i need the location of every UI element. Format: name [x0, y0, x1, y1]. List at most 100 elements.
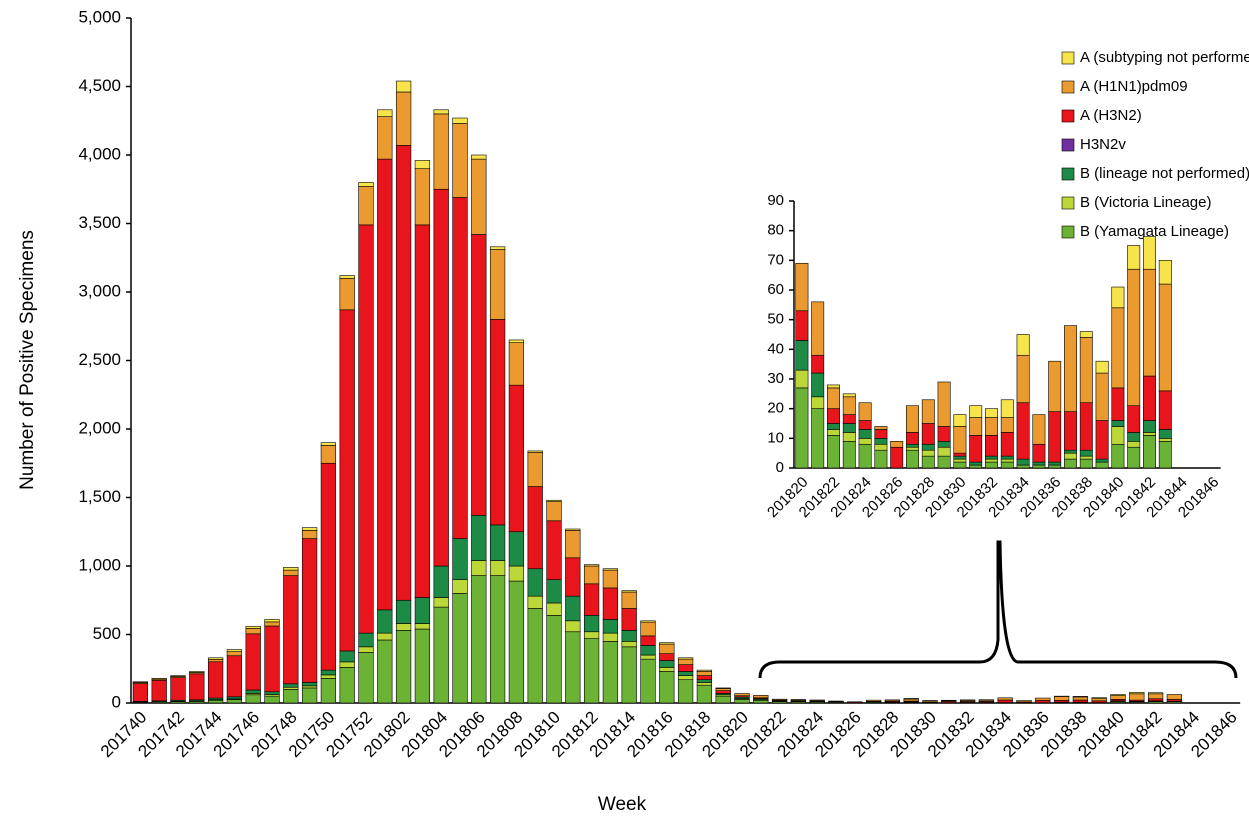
bar-segment: [565, 595, 581, 622]
bar-segment: [874, 443, 888, 451]
bar-segment: [339, 650, 355, 663]
bar-segment: [527, 451, 543, 487]
bar-segment: [1016, 458, 1030, 466]
bar-segment: [226, 649, 243, 652]
bar-segment: [471, 560, 487, 576]
bar-segment: [842, 440, 856, 469]
bar-segment: [546, 602, 562, 616]
bar-segment: [921, 455, 935, 469]
y-tick-label: 40: [767, 340, 784, 357]
bar-segment: [358, 182, 374, 187]
bar-segment: [377, 109, 393, 117]
bar-segment: [395, 599, 412, 624]
bar-segment: [602, 632, 619, 642]
bar-segment: [339, 277, 355, 311]
bar-segment: [1127, 440, 1141, 448]
bar-segment: [546, 579, 562, 604]
bar-segment: [602, 569, 619, 589]
bar-segment: [827, 387, 840, 409]
bar-segment: [715, 687, 731, 689]
bar-segment: [508, 580, 525, 704]
bar-segment: [1127, 268, 1141, 406]
bar-segment: [1095, 372, 1109, 421]
bar-segment: [621, 646, 637, 704]
bar-segment: [283, 688, 299, 704]
bar-segment: [985, 435, 998, 457]
legend-label: A (subtyping not performed): [1080, 49, 1249, 66]
bar-segment: [969, 461, 983, 466]
y-tick-label: 80: [767, 222, 784, 239]
bar-segment: [1016, 354, 1030, 404]
bar-segment: [1048, 464, 1062, 469]
bar-segment: [937, 440, 951, 448]
bar-segment: [1158, 390, 1172, 430]
bar-segment: [433, 597, 449, 608]
bar-segment: [583, 583, 600, 616]
y-tick-label: 4,000: [78, 144, 121, 163]
bar-segment: [565, 620, 581, 633]
bar-segment: [283, 569, 299, 576]
bar-segment: [1016, 402, 1030, 460]
bar-segment: [715, 690, 731, 694]
bar-segment: [903, 698, 919, 702]
bar-segment: [1143, 432, 1156, 436]
bar-segment: [903, 698, 919, 700]
bar-segment: [320, 674, 337, 679]
bar-segment: [1091, 698, 1107, 702]
bar-segment: [320, 678, 337, 704]
bar-segment: [827, 429, 840, 436]
bar-segment: [1000, 461, 1014, 469]
bar-segment: [1079, 455, 1093, 460]
bar-segment: [170, 675, 186, 677]
bar-segment: [414, 623, 431, 630]
bar-segment: [715, 695, 731, 704]
bar-segment: [132, 681, 149, 683]
bar-segment: [565, 631, 581, 704]
bar-segment: [969, 405, 983, 418]
bar-segment: [320, 442, 337, 446]
bar-segment: [264, 619, 280, 623]
bar-segment: [1000, 458, 1014, 463]
bar-segment: [1111, 286, 1125, 309]
bar-segment: [842, 414, 856, 424]
bar-segment: [677, 675, 694, 681]
bar-segment: [433, 113, 449, 190]
bar-segment: [953, 426, 967, 454]
legend-label: B (lineage not performed): [1080, 165, 1249, 182]
y-tick-label: 1,000: [78, 555, 121, 574]
bar-segment: [921, 449, 935, 457]
bar-segment: [1032, 414, 1046, 445]
bar-segment: [301, 530, 318, 539]
bar-segment: [890, 440, 904, 448]
bar-segment: [985, 458, 998, 463]
bar-segment: [320, 669, 337, 676]
bar-segment: [659, 642, 675, 645]
bar-segment: [207, 657, 224, 660]
bar-segment: [283, 686, 299, 690]
bar-segment: [953, 461, 967, 469]
bar-segment: [621, 590, 637, 593]
bar-segment: [842, 432, 856, 442]
bar-segment: [546, 520, 562, 580]
bar-segment: [795, 262, 809, 312]
bar-segment: [565, 557, 581, 597]
bar-segment: [827, 423, 840, 430]
bar-segment: [414, 628, 431, 704]
bar-segment: [677, 671, 694, 676]
bar-segment: [546, 501, 562, 522]
bar-segment: [1032, 443, 1046, 463]
bar-segment: [189, 671, 205, 673]
bar-segment: [395, 80, 412, 93]
bar-segment: [1095, 461, 1109, 469]
bar-segment: [301, 682, 318, 687]
bar-segment: [358, 632, 374, 648]
bar-segment: [339, 275, 355, 279]
bar-segment: [621, 630, 637, 642]
bar-segment: [471, 154, 487, 160]
bar-segment: [489, 575, 506, 704]
bar-segment: [827, 435, 840, 469]
bar-segment: [640, 621, 656, 637]
bar-segment: [565, 528, 581, 531]
bar-segment: [906, 405, 919, 433]
bar-segment: [583, 615, 600, 633]
